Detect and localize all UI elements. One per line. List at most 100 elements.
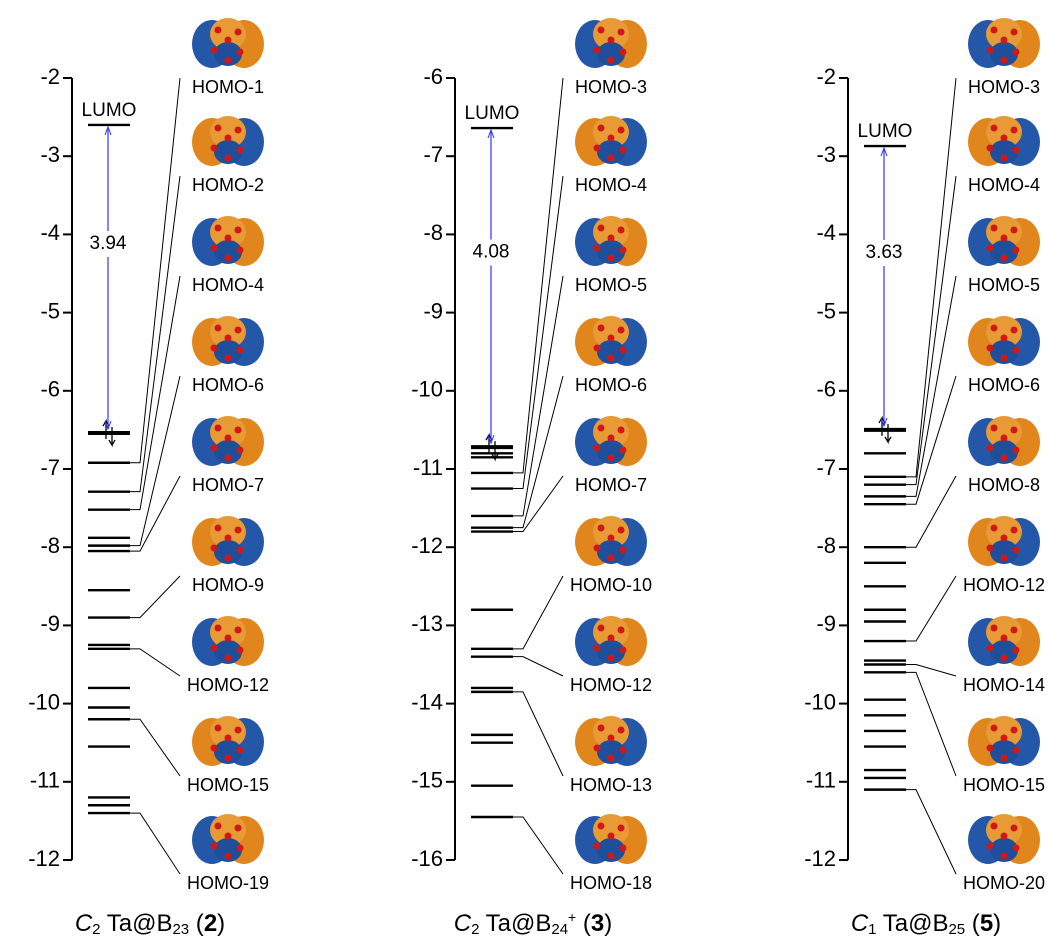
atom: [991, 823, 998, 830]
atom: [1001, 255, 1008, 262]
atom: [1011, 127, 1018, 134]
atom: [1001, 335, 1008, 342]
gap-label: 3.94: [90, 233, 127, 254]
atom: [987, 245, 994, 252]
connector: [130, 813, 180, 874]
atom: [1001, 155, 1008, 162]
atom: [987, 745, 994, 752]
atom: [1001, 853, 1008, 860]
title-part: C: [75, 910, 93, 937]
atom: [987, 645, 994, 652]
title-part: Ta@B: [877, 910, 949, 937]
atom: [991, 325, 998, 332]
atom: [618, 127, 625, 134]
title-part: C: [454, 910, 472, 937]
connector: [906, 672, 956, 776]
atom: [237, 247, 244, 254]
atom: [598, 125, 605, 132]
atom: [987, 47, 994, 54]
y-tick-label: -12: [804, 846, 836, 871]
atom: [1013, 447, 1020, 454]
y-tick-label: -9: [423, 298, 443, 323]
orbital-image: [575, 814, 647, 864]
atom: [211, 47, 218, 54]
y-tick-label: -16: [411, 846, 443, 871]
orbital-image: [968, 18, 1040, 68]
atom: [608, 335, 615, 342]
panel-title: C1 Ta@B25 (5): [851, 910, 1001, 938]
y-tick-label: -4: [816, 220, 836, 245]
spin-down: [492, 441, 498, 459]
orbital-image: [192, 316, 264, 366]
atom: [618, 29, 625, 36]
title-part: ): [993, 910, 1001, 937]
atom: [987, 345, 994, 352]
connector: [513, 692, 563, 776]
y-tick-label: -10: [28, 689, 60, 714]
atom: [598, 225, 605, 232]
atom: [620, 49, 627, 56]
orbital-label: HOMO-12: [963, 575, 1045, 595]
orbital-image: [968, 814, 1040, 864]
atom: [608, 755, 615, 762]
atom: [991, 225, 998, 232]
atom: [1011, 825, 1018, 832]
atom: [225, 435, 232, 442]
atom: [608, 57, 615, 64]
connector: [130, 649, 180, 676]
y-tick-label: -5: [40, 298, 60, 323]
connector: [513, 576, 563, 649]
orbital-image: [968, 416, 1040, 466]
atom: [225, 255, 232, 262]
atom: [1011, 727, 1018, 734]
atom: [608, 135, 615, 142]
y-tick-label: -11: [30, 768, 60, 793]
atom: [237, 147, 244, 154]
atom: [225, 355, 232, 362]
atom: [225, 535, 232, 542]
atom: [1001, 833, 1008, 840]
orbital-label: HOMO-15: [963, 775, 1045, 795]
y-tick-label: -9: [40, 611, 60, 636]
atom: [608, 655, 615, 662]
connector: [130, 176, 180, 492]
y-tick-label: -3: [816, 142, 836, 167]
atom: [215, 425, 222, 432]
atom: [1001, 735, 1008, 742]
connector: [130, 276, 180, 510]
atom: [225, 37, 232, 44]
atom: [618, 427, 625, 434]
title-part: C: [851, 910, 869, 937]
connector: [130, 576, 180, 618]
connector: [906, 78, 956, 477]
title-part: ): [217, 910, 225, 937]
y-tick-label: -8: [423, 220, 443, 245]
atom: [237, 49, 244, 56]
atom: [987, 445, 994, 452]
atom: [211, 345, 218, 352]
orbital-label: HOMO-20: [963, 873, 1045, 893]
title-part: 2: [204, 910, 217, 937]
atom: [1001, 435, 1008, 442]
atom: [215, 325, 222, 332]
atom: [215, 823, 222, 830]
atom: [235, 627, 242, 634]
title-part: 2: [471, 921, 479, 938]
orbital-image: [968, 316, 1040, 366]
atom: [1001, 37, 1008, 44]
y-tick-label: -8: [816, 533, 836, 558]
title-part: 24: [551, 921, 568, 938]
connector: [130, 376, 180, 546]
atom: [608, 555, 615, 562]
y-tick-label: -7: [423, 142, 443, 167]
atom: [1013, 845, 1020, 852]
atom: [1013, 347, 1020, 354]
atom: [225, 635, 232, 642]
atom: [598, 823, 605, 830]
atom: [211, 145, 218, 152]
y-tick-label: -8: [40, 533, 60, 558]
atom: [608, 355, 615, 362]
atom: [594, 545, 601, 552]
y-tick-label: -9: [816, 611, 836, 636]
y-tick-label: -2: [816, 64, 836, 89]
